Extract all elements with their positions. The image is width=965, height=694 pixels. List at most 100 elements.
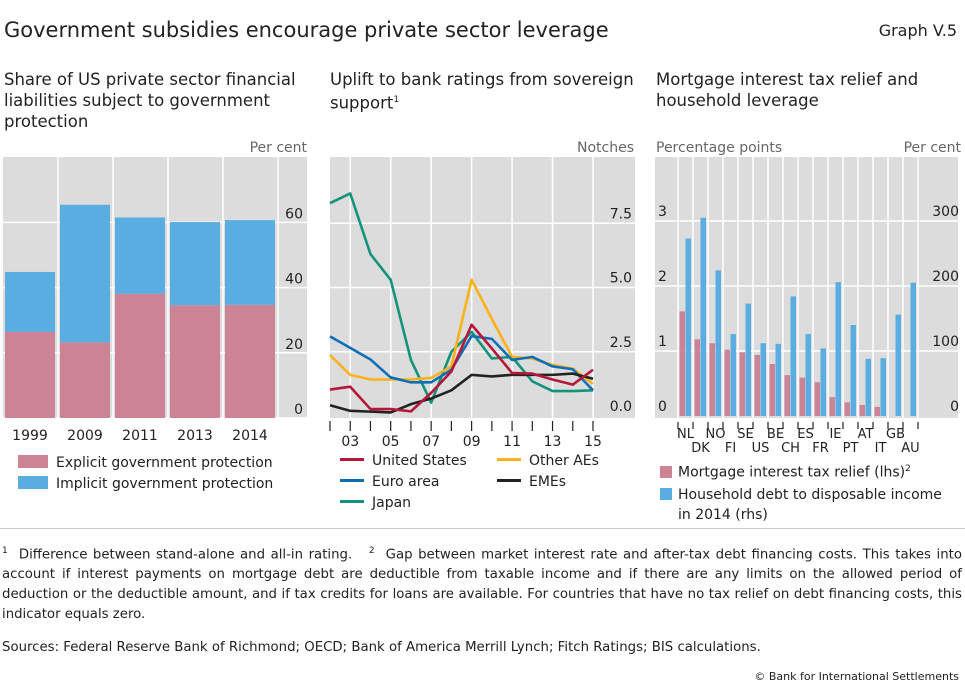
left-y-tick-label: 2 (658, 269, 667, 285)
legend-us: United States (340, 453, 467, 469)
legend-eme: EMEs (497, 474, 566, 490)
panel3-chart: Percentage points Per cent 0 0 1 100 2 200 3 300 N… (655, 140, 962, 456)
line-united-states (329, 323, 594, 413)
x-tick-label: DK (691, 441, 710, 456)
left-y-tick-label: 3 (658, 204, 667, 220)
bar-tax-relief (754, 354, 760, 416)
x-tick-label: NO (706, 427, 726, 442)
bar-household-debt (910, 282, 916, 416)
right-y-tick-label: 100 (932, 334, 959, 350)
footnote-mark: 1 (2, 546, 8, 556)
panel3-title: Mortgage interest tax relief and househo… (656, 70, 919, 110)
right-y-tick-label: 300 (932, 204, 959, 220)
panel2-chart: Notches 0.0 2.5 5.0 7.5 03 05 07 09 11 13 15 (329, 140, 635, 450)
x-tick-label: 05 (382, 434, 400, 450)
x-tick-label: PT (843, 441, 859, 456)
line-emes (329, 372, 594, 414)
legend-tax-relief: Mortgage interest tax relief (lhs)2 (660, 464, 911, 481)
footnote-2: Gap between market interest rate and aft… (2, 547, 962, 623)
panel2-title-footnote: 1 (393, 95, 400, 105)
bar-tax-relief (694, 339, 700, 416)
legend-household-debt: Household debt to disposable income in 20… (660, 485, 942, 525)
unit-label: Per cent (250, 140, 308, 156)
x-tick-label: FI (725, 441, 736, 456)
legend-implicit: Implicit government protection (18, 476, 273, 492)
bar-tax-relief (799, 377, 805, 416)
x-tick-label: BE (767, 427, 784, 442)
legend-label: Mortgage interest tax relief (lhs) (678, 464, 906, 481)
bar-explicit (5, 331, 55, 418)
bar-explicit (170, 305, 220, 418)
legend-swatch-debt (660, 488, 672, 500)
graph-number: Graph V.5 (878, 21, 957, 40)
left-unit-label: Percentage points (656, 140, 782, 156)
x-tick-label: AU (901, 441, 919, 456)
bar-tax-relief (829, 397, 835, 416)
y-tick-label: 7.5 (610, 206, 632, 222)
legend-line-other (497, 458, 521, 461)
legend-explicit: Explicit government protection (18, 455, 273, 471)
x-tick-label: 2014 (232, 428, 268, 444)
footnote-1: Difference between stand-alone and all-i… (18, 547, 353, 563)
footnotes: 1 Difference between stand-alone and all… (2, 541, 962, 625)
legend-euro: Euro area (340, 474, 439, 490)
legend-swatch-tax (660, 465, 672, 478)
y-tick-label: 60 (285, 206, 303, 222)
bar-tax-relief (679, 311, 685, 416)
bar-household-debt (880, 358, 886, 416)
right-unit-label: Per cent (904, 140, 962, 156)
legend-footnote: 2 (905, 464, 911, 474)
bar-tax-relief (784, 375, 790, 416)
x-tick-label: AT (858, 427, 874, 442)
bar-household-debt (835, 282, 841, 416)
legend-other: Other AEs (497, 453, 599, 469)
x-tick-label: 13 (544, 434, 562, 450)
x-tick-label: NL (677, 427, 695, 442)
legend-label: Household debt to disposable income (678, 487, 942, 503)
legend-label: EMEs (529, 474, 567, 490)
unit-label: Notches (577, 140, 634, 156)
copyright: © Bank for International Settlements (754, 670, 959, 683)
divider (0, 528, 965, 529)
bar-tax-relief (739, 352, 745, 416)
y-tick-label: 0.0 (610, 399, 632, 415)
bar-explicit (115, 293, 165, 418)
bar-household-debt (685, 238, 691, 416)
legend-label: United States (372, 453, 467, 469)
legend-label: Explicit government protection (56, 455, 273, 471)
legend-line-us (340, 458, 364, 461)
bar-tax-relief (769, 364, 775, 416)
y-tick-label: 0 (294, 402, 303, 418)
bar-tax-relief (709, 343, 715, 416)
bar-household-debt (745, 303, 751, 416)
bar-household-debt (760, 343, 766, 416)
bar-tax-relief (724, 349, 730, 416)
legend-label-line2: in 2014 (rhs) (678, 507, 768, 523)
right-y-tick-label: 200 (932, 269, 959, 285)
legend-swatch-explicit (18, 455, 48, 468)
bar-household-debt (895, 314, 901, 416)
x-tick-label: CH (781, 441, 800, 456)
right-y-tick-label: 0 (950, 399, 959, 415)
bar-household-debt (865, 358, 871, 416)
left-y-tick-label: 0 (658, 399, 667, 415)
legend-label: Japan (372, 495, 412, 511)
panel2-title-text: Uplift to bank ratings from sovereign su… (330, 70, 634, 113)
bar-household-debt (700, 217, 706, 416)
x-tick-label: 2013 (177, 428, 213, 444)
bar-implicit (170, 222, 220, 306)
line-euro-area (329, 334, 594, 392)
panel2-title: Uplift to bank ratings from sovereign su… (330, 69, 640, 114)
x-tick-label: IE (829, 427, 841, 442)
legend-label: Euro area (372, 474, 440, 490)
bar-household-debt (820, 348, 826, 416)
legend-line-euro (340, 479, 364, 482)
x-tick-label: 15 (584, 434, 602, 450)
legend-line-japan (340, 500, 364, 503)
bar-implicit (60, 204, 110, 343)
panel1-chart: Per cent 0 20 40 60 1999 2009 2011 2013 2014 (3, 140, 308, 444)
x-tick-label: GB (886, 427, 905, 442)
x-tick-label: FR (812, 441, 829, 456)
bar-household-debt (775, 343, 781, 416)
